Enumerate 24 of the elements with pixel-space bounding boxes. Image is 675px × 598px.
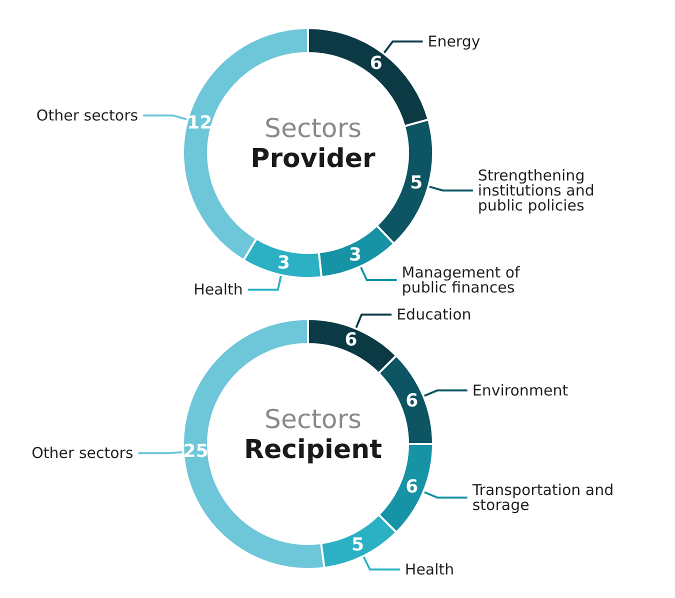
- data-label: 12: [187, 112, 212, 134]
- data-label: 6: [406, 390, 418, 412]
- slice-label: Transportation and storage: [471, 481, 618, 514]
- data-label: 6: [406, 476, 418, 498]
- data-label: 5: [351, 534, 364, 556]
- slice-label: Health: [194, 280, 243, 299]
- data-label: 6: [370, 52, 382, 74]
- slice-label: Other sectors: [32, 444, 134, 462]
- slice-label: Management of public finances: [402, 264, 525, 297]
- data-label: 5: [410, 172, 423, 194]
- data-label: 3: [278, 252, 290, 274]
- slice-label: Health: [404, 560, 454, 579]
- data-label: 3: [348, 244, 362, 266]
- text: Provider: [250, 144, 376, 174]
- slice-label: Environment: [472, 381, 568, 400]
- text: Sectors: [264, 405, 362, 435]
- slice-label: Strengthening institutions and public policies: [478, 166, 600, 214]
- slice-label: Energy: [428, 32, 480, 51]
- text: Recipient: [244, 435, 382, 465]
- data-label: 25: [183, 440, 208, 462]
- data-label: 6: [344, 330, 358, 351]
- slice-label: Other sectors: [36, 106, 138, 125]
- slice-label: Education: [396, 306, 472, 324]
- text: Sectors: [264, 114, 362, 144]
